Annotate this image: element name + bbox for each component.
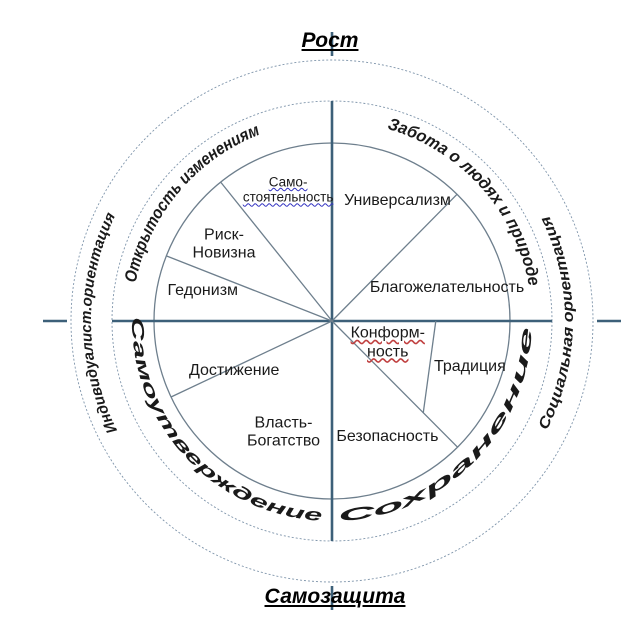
svg-text:Социальная ориентация: Социальная ориентация bbox=[535, 213, 577, 432]
